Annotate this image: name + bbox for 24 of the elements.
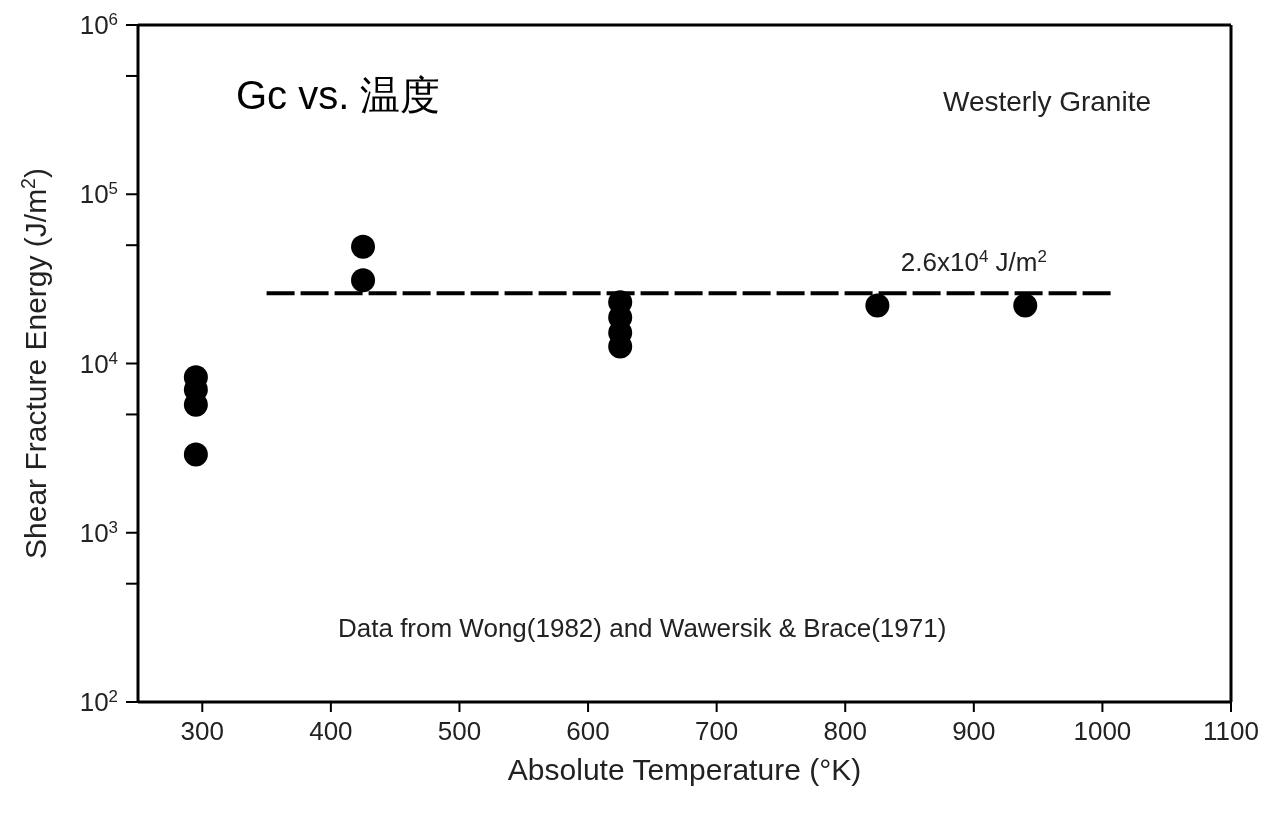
y-tick-label: 10$^{5}$ (79, 178, 118, 210)
text: Gc vs. 温度 (236, 72, 441, 119)
y-tick-label: 10$^{6}$ (79, 9, 118, 40)
x-tick-label: 900 (952, 716, 996, 746)
point (351, 268, 376, 293)
x-tick-label: 800 (823, 716, 867, 746)
point (351, 234, 376, 259)
y-tick-label: 10$^{4}$ (79, 348, 118, 379)
y-tick-label: 10$^{3}$ (79, 517, 118, 548)
x-tick-label: 600 (566, 716, 610, 746)
annotation: 2.6x10$^{4}$ J/m$^{2}$ (900, 246, 1047, 278)
point (1013, 293, 1038, 318)
x-tick-label: 1100 (1203, 716, 1259, 746)
annotation: Data from Wong(1982) and Wawersik & Brace(1971) (338, 613, 947, 644)
x-tick-label: 1000 (1073, 716, 1132, 746)
x-tick-label: 500 (437, 716, 482, 746)
x-axis-title: Absolute Temperature (°K) (507, 753, 862, 786)
y-tick-label: 10$^{2}$ (79, 686, 118, 717)
point (183, 442, 208, 467)
x-tick-label: 400 (309, 716, 353, 746)
x-tick-label: 700 (694, 716, 739, 746)
point (865, 293, 890, 318)
x-tick-label: 300 (180, 716, 224, 746)
annotation: Westerly Granite (943, 86, 1151, 118)
